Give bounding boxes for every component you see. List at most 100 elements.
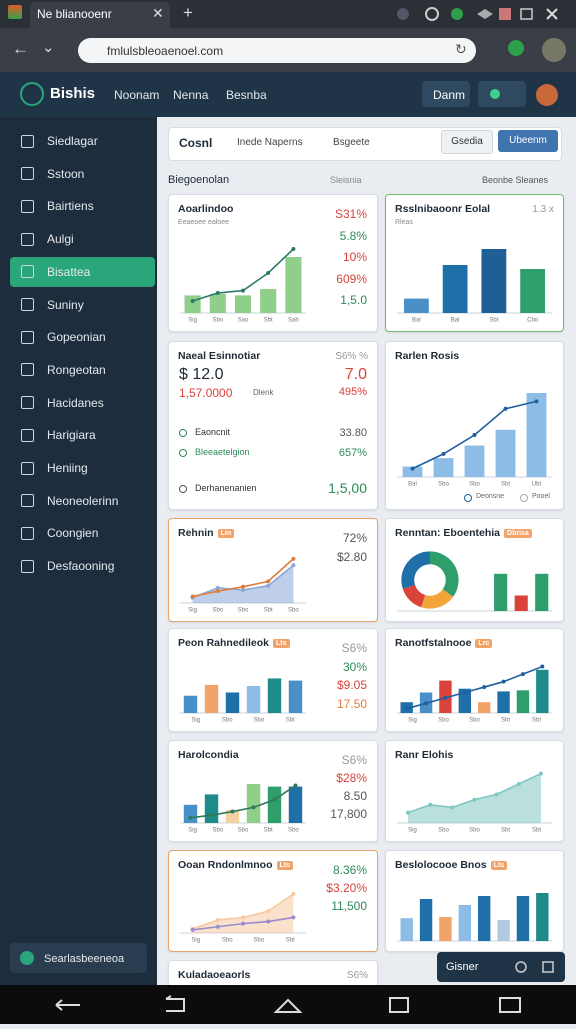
x-tick-label: Sbo	[288, 608, 299, 614]
sidebar-item[interactable]: Suniny	[10, 290, 155, 320]
stat-value: $2.80	[336, 549, 367, 564]
sidebar-icon	[21, 298, 34, 311]
bar	[246, 784, 261, 823]
card: Aoarlindoo Eeaeoee ealoee S31% 5.8% 10% 609% 1…	[168, 194, 378, 332]
tab[interactable]	[30, 2, 170, 28]
sidebar-item[interactable]: Hacidanes	[10, 388, 155, 418]
nav-link[interactable]: Nenna	[173, 88, 209, 102]
sidebar-item[interactable]: Siedlagar	[10, 126, 155, 156]
legend-dot	[520, 494, 528, 502]
stat-value: $3.20%	[326, 881, 367, 895]
point	[450, 805, 455, 810]
mini-chart: Bal Bal Sbt Cbo	[397, 249, 552, 324]
sidebar-item[interactable]: Heniing	[10, 453, 155, 483]
card-title-text: Renntan: Eboentehia	[395, 527, 501, 539]
mini-chart: Sig Sbo Sbo Sbt Sbo	[180, 556, 306, 614]
sidebar-item[interactable]: Harigiara	[10, 420, 155, 450]
sidebar-label: Neoneolerinn	[47, 493, 119, 508]
x-tick-label: Bal	[412, 318, 421, 324]
sidebar-item[interactable]: Rongeotan	[10, 355, 155, 385]
sidebar-item[interactable]: Bairtiens	[10, 191, 155, 221]
bar	[267, 786, 282, 823]
user-avatar[interactable]	[536, 84, 558, 106]
avatar[interactable]	[542, 38, 566, 62]
bar	[516, 896, 530, 941]
bar	[536, 669, 549, 713]
address-bar: ← ⌄ fmlulsbleoaenoel.com ↻	[0, 28, 576, 72]
toolbar-button[interactable]: Ubeenm	[498, 130, 558, 152]
toolbar-tab[interactable]: Bsgeete	[333, 137, 370, 148]
x-tick-label: Cbo	[527, 318, 539, 324]
sidebar-icon	[21, 330, 34, 344]
x-tick-label: Sig	[188, 828, 197, 834]
x-tick-label: Sbt	[532, 718, 541, 724]
point	[241, 588, 245, 593]
menu-button[interactable]: ⌄	[42, 39, 55, 56]
floating-icons	[515, 961, 554, 973]
x-tick-label: Sbo	[212, 318, 223, 324]
x-tick-label: Sbt	[264, 828, 273, 834]
point	[404, 706, 409, 711]
tab-icons	[397, 7, 558, 21]
url: fmlulsbleoaenoel.com	[107, 44, 224, 58]
nav-link[interactable]: Besnba	[226, 88, 267, 102]
point	[540, 664, 545, 669]
sidebar-item[interactable]: Desfaooning	[10, 551, 155, 581]
system-nav	[0, 985, 576, 1024]
toolbar-tab[interactable]: Cosnl	[179, 136, 213, 150]
mini-chart: Sig Sbo Sbo Sbt Sbt	[397, 771, 552, 834]
bar	[442, 265, 468, 313]
header-button[interactable]	[422, 81, 470, 107]
status-toggle[interactable]	[478, 81, 526, 107]
point	[443, 695, 448, 700]
toolbar-tab[interactable]: Inede Naperns	[237, 137, 303, 148]
line	[192, 248, 294, 302]
x-tick-label: Sbt	[264, 608, 273, 614]
bar	[419, 899, 433, 941]
sidebar-label: Gopeonian	[47, 330, 106, 345]
point	[251, 805, 256, 810]
sidebar-item[interactable]: Sstoon	[10, 159, 155, 189]
x-tick-label: Sbo	[238, 828, 249, 834]
point	[241, 915, 245, 920]
card: Naeal Esinnotiar S6% % $ 12.0 7.0 1,57.0000 D…	[168, 341, 378, 510]
x-tick-label: Sbo	[469, 482, 480, 488]
back-button[interactable]: ←	[12, 39, 29, 58]
donut-slice	[429, 551, 459, 597]
section-title: Biegoenolan	[168, 174, 230, 186]
x-tick-label: Sbo	[438, 828, 449, 834]
point	[424, 701, 429, 706]
point	[266, 909, 271, 914]
card-title: Naeal Esinnotiar	[178, 350, 260, 362]
url-field[interactable]	[78, 38, 476, 63]
bar	[516, 690, 530, 713]
sidebar-item[interactable]: Coongien	[10, 518, 155, 548]
floating-panel[interactable]: Gisner	[437, 952, 565, 982]
sidebar-label: Harigiara	[47, 428, 96, 443]
x-tick-label: Sbo	[238, 608, 249, 614]
sidebar-item[interactable]: Bisattea	[10, 256, 155, 287]
extension[interactable]	[508, 40, 524, 56]
x-tick-label: Sig	[191, 718, 200, 724]
mini-chart: Sig Sbo Sao Sbt Sah	[180, 247, 306, 324]
card-title-text: Ranotfstalnooe	[395, 637, 472, 649]
sidebar-icon	[21, 526, 34, 540]
card: Kuladaoeaorls S6%	[168, 960, 378, 985]
sidebar-label: Desfaooning	[47, 559, 115, 574]
nav-link[interactable]: Noonam	[114, 88, 160, 102]
sidebar-item[interactable]: Neoneolerinn	[10, 486, 155, 516]
sidebar-item[interactable]: Gopeonian	[10, 322, 155, 352]
point	[516, 782, 521, 786]
new-tab[interactable]: +	[183, 3, 193, 22]
card: Rehnin Lin 72% $2.80 Sig Sbo Sbo Sbt Sbo	[168, 518, 378, 622]
kpi-note: Dlenk	[253, 388, 274, 397]
card-title: Aoarlindoo	[178, 203, 233, 215]
stat-value: 17,800	[330, 807, 367, 821]
toolbar-button[interactable]: Gsedia	[441, 130, 493, 154]
card-title-text: Ooan Rndonlmnoo	[178, 859, 273, 871]
x-tick-label: Sig	[408, 718, 417, 724]
tab-close[interactable]: ✕	[152, 5, 164, 21]
sidebar-item[interactable]: Aulgi	[10, 224, 155, 254]
card: Ooan Rndonlmnoo Lts 8.36% $3.20% 11,500 Sig Sb…	[168, 850, 378, 952]
reload[interactable]: ↻	[455, 41, 467, 57]
